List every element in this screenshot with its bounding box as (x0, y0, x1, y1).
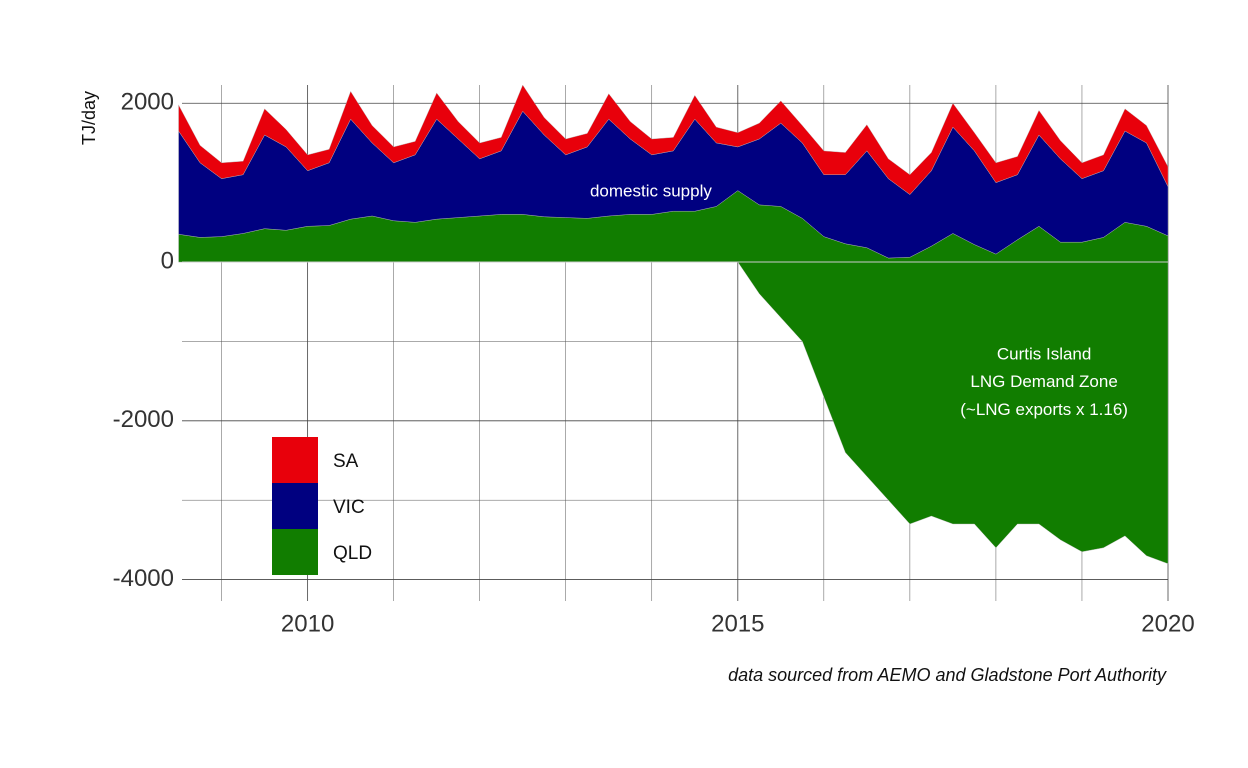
x-tick-label: 2010 (281, 610, 334, 637)
y-tick-label: -4000 (113, 565, 174, 592)
y-tick-label: 2000 (121, 89, 174, 116)
legend-label: QLD (333, 543, 372, 564)
annotation: LNG Demand Zone (970, 372, 1117, 391)
legend-label: SA (333, 451, 359, 472)
annotation: (~LNG exports x 1.16) (960, 400, 1128, 419)
legend-swatch (272, 529, 318, 575)
legend-label: VIC (333, 497, 365, 518)
caption: data sourced from AEMO and Gladstone Por… (728, 665, 1167, 685)
legend-swatch (272, 437, 318, 483)
legend-swatch (272, 483, 318, 529)
y-tick-label: 0 (161, 247, 174, 274)
area (178, 84, 1169, 195)
x-tick-label: 2015 (711, 610, 764, 637)
y-axis-label: TJ/day (79, 91, 99, 145)
annotation: domestic supply (590, 182, 712, 201)
x-tick-label: 2020 (1141, 610, 1194, 637)
y-tick-label: -2000 (113, 406, 174, 433)
annotation: Curtis Island (997, 344, 1091, 363)
